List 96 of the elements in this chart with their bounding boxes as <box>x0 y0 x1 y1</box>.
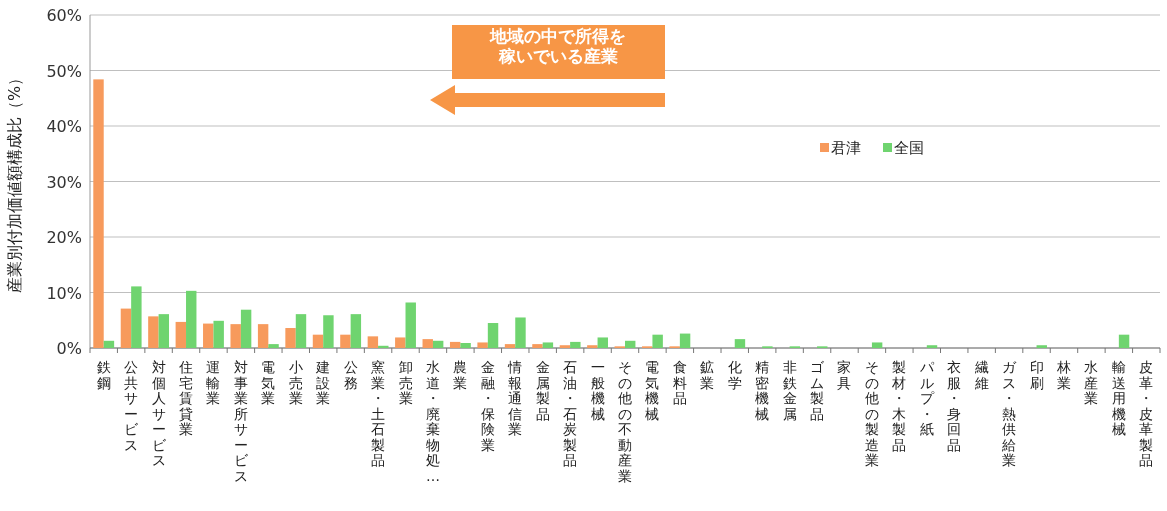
bar <box>203 323 214 348</box>
x-tick-label: 窯業・土石製品 <box>371 359 386 468</box>
x-tick-label: 公務 <box>343 359 358 391</box>
x-tick-label: 精密機械 <box>755 359 770 422</box>
bar <box>542 342 554 348</box>
bar <box>679 333 691 348</box>
bar <box>926 345 938 348</box>
x-tick-label: 皮革・皮革製品 <box>1139 359 1154 468</box>
x-tick-label: パルプ・紙 <box>918 359 935 437</box>
x-tick-label: 林業 <box>1055 359 1071 391</box>
x-tick-label: 繊維 <box>973 359 989 391</box>
bar <box>515 317 526 348</box>
bar <box>395 337 406 348</box>
x-tick-label: その他の製造業 <box>864 359 879 468</box>
x-tick-label: 輸送用機械 <box>1111 359 1126 437</box>
y-tick-label: 50% <box>46 61 82 81</box>
bar <box>103 340 115 348</box>
bar <box>340 334 351 348</box>
x-tick-label: 印刷 <box>1029 359 1044 391</box>
bar <box>131 286 142 348</box>
bar <box>367 336 379 348</box>
bar <box>378 345 389 348</box>
bar <box>257 324 269 348</box>
bar <box>405 302 416 348</box>
y-tick-label: 40% <box>46 117 82 136</box>
x-tick-label: 鉄鋼 <box>96 359 111 391</box>
x-tick-label: 化学 <box>727 359 742 391</box>
x-tick-label: 情報通信業 <box>507 359 523 437</box>
x-tick-label: 鉱業 <box>700 359 715 391</box>
x-tick-label: 非鉄金属 <box>782 359 797 422</box>
x-tick-label: 小売業 <box>288 359 303 406</box>
y-axis-title: 産業別付加価値額構成比（%） <box>5 69 24 294</box>
bar <box>432 340 444 348</box>
y-tick-label: 30% <box>46 172 82 192</box>
bar <box>312 334 324 348</box>
bar <box>587 345 598 348</box>
bar <box>449 341 461 348</box>
x-tick-label: 住宅賃貸業 <box>178 359 194 437</box>
bar <box>871 342 883 348</box>
bar <box>120 308 132 348</box>
bar <box>175 321 187 348</box>
bar <box>295 314 307 348</box>
bar <box>186 290 197 348</box>
bar <box>285 328 296 348</box>
legend-label: 全国 <box>894 139 924 157</box>
bar <box>240 309 252 348</box>
annotation: 地域の中で所得を稼いでいる産業 <box>489 26 626 66</box>
x-tick-label: 農業 <box>453 359 468 391</box>
y-tick-label: 10% <box>46 283 82 303</box>
x-tick-label: 電気機械 <box>645 359 660 422</box>
y-tick-label: 60% <box>46 6 82 25</box>
bar <box>148 316 159 348</box>
bar <box>158 314 170 348</box>
bar <box>559 345 571 348</box>
bar <box>460 343 471 348</box>
bar <box>734 339 746 348</box>
x-tick-label: 対個人サービス <box>151 359 167 468</box>
x-tick-label: ゴム製品 <box>810 359 826 422</box>
bar <box>625 340 636 348</box>
x-tick-label: 製材・木製品 <box>891 359 907 453</box>
bar <box>1036 345 1047 348</box>
x-tick-label: 公共サービス <box>124 359 140 453</box>
x-tick-label: 水産業 <box>1084 359 1099 406</box>
bar <box>422 339 433 348</box>
x-tick-label: 金属製品 <box>535 359 550 422</box>
x-tick-label: 金融・保険業 <box>480 359 495 453</box>
x-tick-label: ガス・熱供給業 <box>1001 359 1018 468</box>
bar <box>477 342 488 348</box>
x-tick-label: 一般機械 <box>590 359 605 422</box>
bar <box>487 323 499 348</box>
bar <box>213 320 224 348</box>
bar <box>1118 334 1130 348</box>
bar <box>93 79 104 348</box>
x-tick-label: 電気業 <box>261 359 276 406</box>
x-tick-label: 食料品 <box>672 359 687 406</box>
x-tick-label: 卸売業 <box>398 359 413 406</box>
x-tick-label: 対事業所サービス <box>233 359 249 484</box>
x-tick-label: 運輸業 <box>206 359 221 406</box>
bar <box>504 344 516 348</box>
x-tick-label: 建設業 <box>315 359 331 406</box>
x-tick-label: 衣服・身回品 <box>947 359 962 453</box>
bar <box>268 344 279 348</box>
y-tick-label: 0% <box>56 339 82 358</box>
bar <box>230 324 241 348</box>
bar <box>570 341 581 348</box>
x-tick-label: 水道・廃棄物処… <box>425 359 440 484</box>
bar <box>350 314 362 348</box>
x-tick-label: その他の不動産業 <box>618 359 632 484</box>
x-tick-label: 石油・石炭製品 <box>563 359 578 468</box>
bar <box>532 344 543 348</box>
y-tick-label: 20% <box>46 228 82 247</box>
bar <box>652 334 663 348</box>
x-tick-label: 家具 <box>837 359 852 391</box>
legend-label: 君津 <box>831 139 861 157</box>
bar <box>323 315 334 348</box>
bar <box>597 337 608 348</box>
